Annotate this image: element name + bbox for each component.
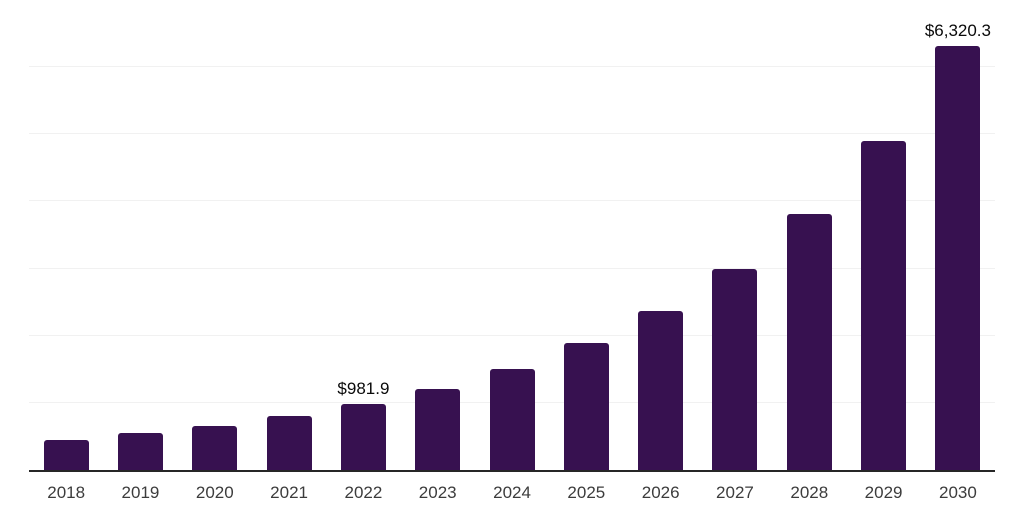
x-tick-2020: 2020: [195, 483, 234, 502]
bar-2018: [43, 440, 89, 470]
bar-slot-2029: [846, 0, 920, 470]
bar-2021: [266, 416, 312, 470]
bar-slot-2028: [772, 0, 846, 470]
bar-slot-2019: [103, 0, 177, 470]
bar-slot-2022: $981.9: [326, 0, 400, 470]
data-label-2030: $6,320.3: [924, 20, 991, 40]
bars-row: $981.9 $6,320.3: [29, 0, 995, 470]
gridline-4000: [29, 200, 995, 202]
x-tick-2024: 2024: [493, 483, 531, 502]
bar-2028: [786, 213, 832, 470]
bar-2020: [192, 425, 238, 470]
x-tick-2026: 2026: [641, 483, 680, 502]
bar-slot-2026: [624, 0, 698, 470]
bar-slot-2021: [252, 0, 326, 470]
plot-area: $981.9 $6,320.3: [29, 0, 995, 472]
x-tick-2030: 2030: [938, 483, 977, 502]
bar-2029: [861, 140, 907, 470]
bar-slot-2027: [698, 0, 772, 470]
gridline-6000: [29, 66, 995, 68]
bar-2030: [935, 45, 981, 470]
x-tick-2021: 2021: [270, 483, 308, 502]
bar-slot-2030: $6,320.3: [921, 0, 995, 470]
bar-2026: [638, 310, 684, 470]
x-tick-2027: 2027: [716, 483, 754, 502]
bar-2025: [563, 343, 609, 470]
x-tick-2025: 2025: [567, 483, 606, 502]
bar-2023: [415, 388, 461, 470]
x-tick-2018: 2018: [47, 483, 86, 502]
bar-2022: [340, 404, 386, 470]
x-tick-2029: 2029: [864, 483, 903, 502]
bar-slot-2020: [178, 0, 252, 470]
gridline-5000: [29, 133, 995, 135]
gridline-3000: [29, 267, 995, 269]
x-axis-labels: 2018 2019 2020 2021 2022 2023 2024 2025 2026 2027…: [29, 483, 995, 503]
bar-slot-2024: [475, 0, 549, 470]
x-tick-2019: 2019: [121, 483, 160, 502]
bar-slot-2025: [549, 0, 623, 470]
bar-slot-2023: [401, 0, 475, 470]
x-tick-2022: 2022: [344, 483, 383, 502]
x-tick-2028: 2028: [790, 483, 829, 502]
bar-2027: [712, 269, 758, 470]
gridline-2000: [29, 334, 995, 336]
data-label-2022: $981.9: [337, 379, 390, 399]
bar-slot-2018: [29, 0, 103, 470]
bar-2024: [489, 369, 535, 470]
x-tick-2023: 2023: [418, 483, 457, 502]
bar-2019: [117, 433, 163, 470]
